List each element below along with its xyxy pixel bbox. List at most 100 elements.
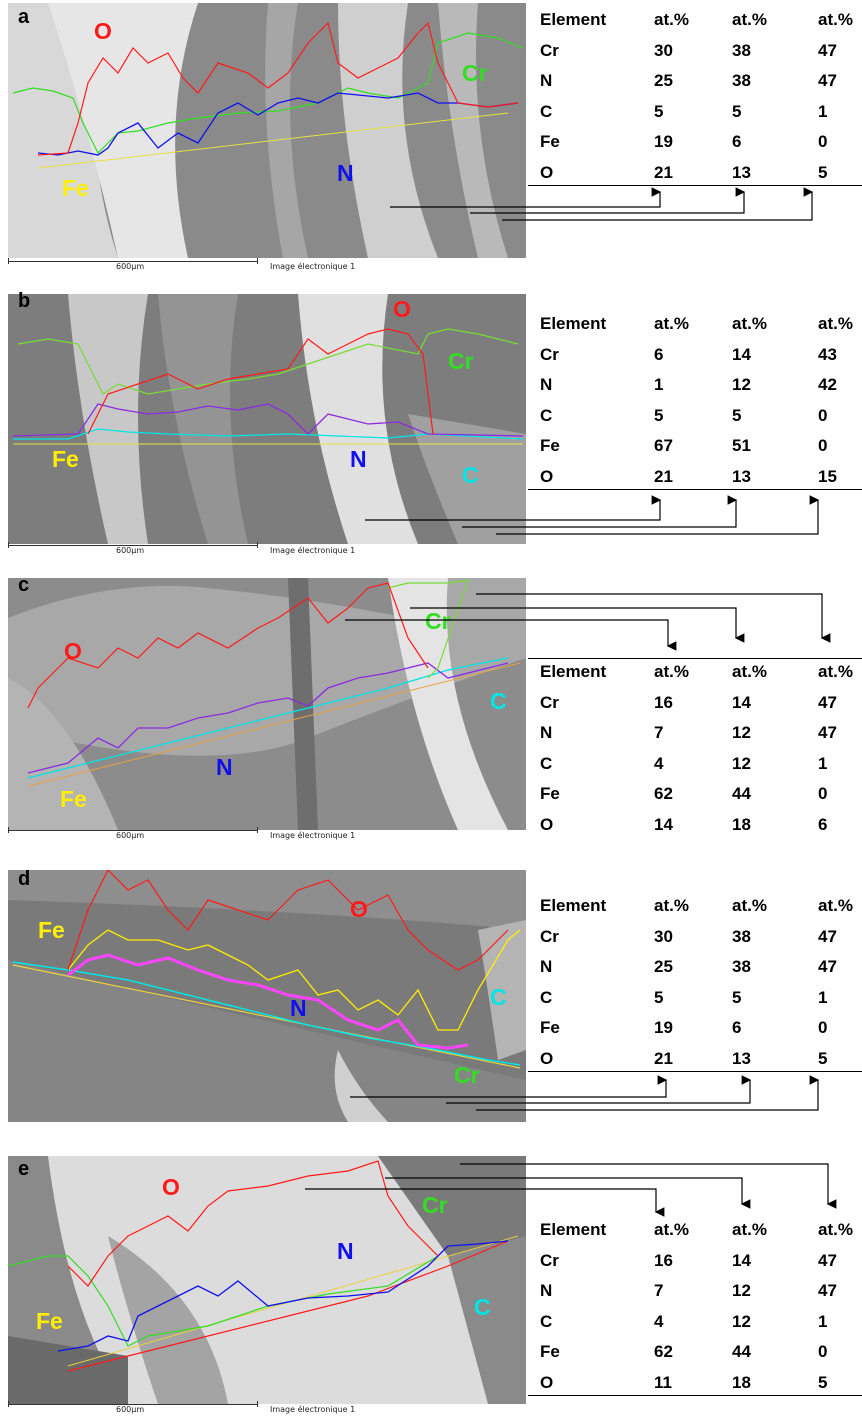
image-caption: Image électronique 1 bbox=[270, 1405, 356, 1414]
table-row: O 11 18 5 bbox=[528, 1369, 862, 1400]
table-cell: 47 bbox=[818, 692, 837, 712]
table-cell: Cr bbox=[540, 926, 559, 946]
header-cell: at.% bbox=[732, 314, 767, 333]
table-cell: O bbox=[540, 466, 554, 486]
panel-letter: c bbox=[18, 574, 30, 596]
table-cell: 5 bbox=[654, 405, 664, 425]
table-cell: Cr bbox=[540, 344, 559, 364]
scale-label: 600µm bbox=[116, 262, 145, 271]
element-label-fe: Fe bbox=[52, 446, 79, 472]
table-header-row: Element at.% at.% at.% bbox=[528, 6, 862, 37]
table-cell: 4 bbox=[654, 753, 664, 773]
table-row: Cr 16 14 47 bbox=[528, 1247, 862, 1278]
table-cell: 7 bbox=[654, 723, 664, 742]
table-cell: Cr bbox=[540, 692, 559, 712]
sem-micrograph bbox=[8, 1156, 526, 1404]
element-label-c: C bbox=[462, 462, 479, 488]
table-cell: N bbox=[540, 957, 553, 976]
panel-letter: e bbox=[18, 1158, 30, 1180]
table-cell: 43 bbox=[818, 344, 837, 364]
table-rule bbox=[528, 658, 862, 659]
scale-line bbox=[8, 827, 258, 833]
element-label-o: O bbox=[393, 296, 411, 322]
table-rule bbox=[528, 1395, 862, 1396]
table-header-row: Element at.% at.% at.% bbox=[528, 658, 862, 689]
element-label-fe: Fe bbox=[38, 917, 65, 943]
table-row: O 14 18 6 bbox=[528, 811, 862, 842]
scale-line bbox=[8, 542, 258, 548]
table-cell: 5 bbox=[654, 101, 664, 121]
table-header-row: Element at.% at.% at.% bbox=[528, 310, 862, 341]
element-label-c: C bbox=[474, 1294, 491, 1320]
element-label-n: N bbox=[337, 1238, 354, 1264]
table-cell: 16 bbox=[654, 1250, 673, 1270]
table-cell: 21 bbox=[654, 466, 673, 486]
table-cell: 44 bbox=[732, 1342, 751, 1361]
panel-letter: a bbox=[18, 6, 30, 28]
element-label-cr: Cr bbox=[422, 1192, 448, 1218]
panel-letter: b bbox=[18, 290, 31, 312]
table-cell: 5 bbox=[818, 1048, 828, 1068]
panel-c: c O Cr Fe N C 600µm Image électronique 1… bbox=[0, 568, 862, 858]
element-label-n: N bbox=[216, 754, 233, 780]
table-cell: 47 bbox=[818, 71, 837, 90]
panel-d: d O Fe N C Cr Element at.% at.% at.% Cr 3… bbox=[0, 862, 862, 1148]
scale-line bbox=[8, 1401, 258, 1407]
table-row: Cr 30 38 47 bbox=[528, 923, 862, 954]
table-cell: 6 bbox=[818, 814, 828, 834]
table-row: C 4 12 1 bbox=[528, 750, 862, 781]
table-cell: O bbox=[540, 1048, 554, 1068]
table-cell: N bbox=[540, 723, 553, 742]
table-cell: 0 bbox=[818, 436, 828, 455]
element-label-cr: Cr bbox=[425, 608, 451, 634]
table-cell: N bbox=[540, 375, 553, 394]
table-cell: 14 bbox=[732, 692, 751, 712]
table-rule bbox=[528, 489, 862, 490]
element-label-o: O bbox=[350, 896, 368, 922]
table-cell: 21 bbox=[654, 1048, 673, 1068]
element-label-fe: Fe bbox=[36, 1308, 63, 1334]
header-cell: at.% bbox=[818, 896, 853, 915]
header-cell: at.% bbox=[732, 662, 767, 681]
table-row: Cr 6 14 43 bbox=[528, 341, 862, 372]
table-row: Fe 67 51 0 bbox=[528, 432, 862, 463]
header-cell: Element bbox=[540, 314, 607, 333]
table-cell: 25 bbox=[654, 71, 673, 90]
table-cell: 1 bbox=[818, 1311, 828, 1331]
table-rule bbox=[528, 1071, 862, 1072]
table-cell: 13 bbox=[732, 466, 751, 486]
element-label-n: N bbox=[337, 160, 354, 186]
table-cell: 18 bbox=[732, 1372, 751, 1392]
header-cell: at.% bbox=[818, 1220, 853, 1239]
header-cell: at.% bbox=[654, 10, 689, 29]
table-row: C 5 5 1 bbox=[528, 984, 862, 1015]
element-label-o: O bbox=[162, 1174, 180, 1200]
table-cell: 1 bbox=[818, 753, 828, 773]
table-cell: 12 bbox=[732, 1281, 751, 1300]
table-cell: 51 bbox=[732, 436, 751, 455]
table-row: O 21 13 5 bbox=[528, 159, 862, 190]
table-cell: 14 bbox=[654, 814, 673, 834]
table-cell: 47 bbox=[818, 1281, 837, 1300]
table-cell: 1 bbox=[654, 375, 664, 394]
table-row: C 5 5 1 bbox=[528, 98, 862, 129]
table-row: Fe 62 44 0 bbox=[528, 1338, 862, 1369]
header-cell: Element bbox=[540, 1220, 607, 1239]
table-cell: C bbox=[540, 987, 553, 1007]
header-cell: at.% bbox=[654, 314, 689, 333]
table-cell: 0 bbox=[818, 1018, 828, 1037]
table-cell: 0 bbox=[818, 784, 828, 803]
table-cell: 0 bbox=[818, 1342, 828, 1361]
table-cell: 38 bbox=[732, 957, 751, 976]
header-cell: Element bbox=[540, 10, 607, 29]
table-rule bbox=[528, 185, 862, 186]
table-cell: 44 bbox=[732, 784, 751, 803]
table-cell: N bbox=[540, 71, 553, 90]
composition-table: Element at.% at.% at.% Cr 16 14 47 N 7 12 47 C… bbox=[528, 1216, 862, 1399]
header-cell: at.% bbox=[732, 1220, 767, 1239]
table-row: C 5 5 0 bbox=[528, 402, 862, 433]
table-cell: 0 bbox=[818, 405, 828, 425]
header-cell: at.% bbox=[818, 314, 853, 333]
table-cell: 30 bbox=[654, 926, 673, 946]
table-cell: 12 bbox=[732, 723, 751, 742]
